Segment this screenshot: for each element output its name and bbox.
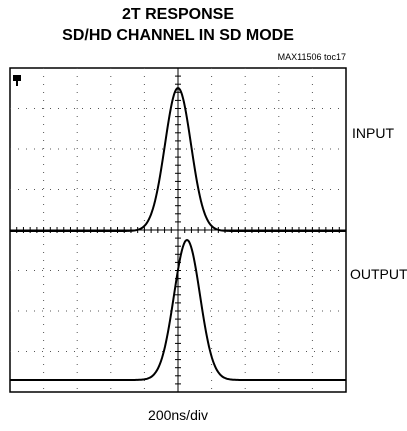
trace-label: OUTPUT [350,266,407,282]
scope-screen [9,67,347,393]
chart-title: SD/HD CHANNEL IN SD MODE [62,27,294,44]
waveform [10,86,346,232]
chart-title: 2T RESPONSE [122,6,234,23]
trace-label: INPUT [352,125,394,141]
trigger-marker [13,75,21,86]
x-axis-label: 200ns/div [148,407,208,423]
waveform [10,238,346,381]
chart-note: MAX11506 toc17 [278,52,346,62]
